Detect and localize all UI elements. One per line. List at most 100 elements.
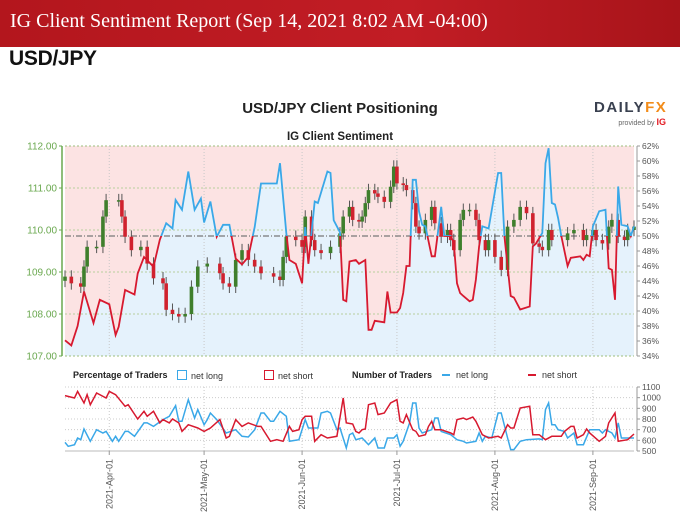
legend-pct-net-long[interactable]: net long bbox=[177, 370, 223, 381]
price-candle bbox=[537, 243, 541, 247]
price-candle bbox=[622, 236, 627, 241]
price-candle bbox=[151, 263, 156, 279]
percent-tick-label: 56% bbox=[642, 186, 659, 196]
net-short-line-icon bbox=[528, 374, 536, 376]
price-candle bbox=[284, 236, 289, 257]
price-candle bbox=[546, 230, 551, 251]
price-candle bbox=[584, 235, 589, 241]
price-candle bbox=[319, 250, 323, 254]
price-candle bbox=[616, 219, 620, 237]
legend-num-net-long[interactable]: net long bbox=[442, 370, 488, 380]
price-candle bbox=[395, 166, 399, 184]
price-candle bbox=[518, 206, 522, 220]
price-candle bbox=[189, 286, 194, 314]
price-tick-label: 111.00 bbox=[28, 184, 58, 195]
price-candle bbox=[483, 240, 488, 251]
price-candle bbox=[312, 240, 317, 251]
price-candle bbox=[85, 246, 89, 267]
price-candle bbox=[271, 273, 276, 277]
date-tick-label: 2021-Aug-01 bbox=[490, 459, 500, 511]
price-candle bbox=[278, 276, 282, 280]
percent-tick-label: 62% bbox=[642, 141, 659, 151]
percent-tick-label: 60% bbox=[642, 156, 659, 166]
price-candle bbox=[540, 246, 545, 251]
instrument-heading: USD/JPY bbox=[9, 47, 97, 70]
price-candle bbox=[401, 183, 406, 186]
percent-tick-label: 44% bbox=[642, 276, 659, 286]
percent-tick-label: 40% bbox=[642, 306, 659, 316]
price-candle bbox=[531, 213, 535, 244]
price-candle bbox=[161, 278, 165, 284]
percent-tick-label: 50% bbox=[642, 231, 659, 241]
report-header: IG Client Sentiment Report (Sep 14, 2021… bbox=[0, 0, 680, 47]
price-candle bbox=[550, 230, 554, 241]
price-tick-label: 110.00 bbox=[27, 226, 57, 237]
price-candle bbox=[82, 266, 86, 287]
percent-tick-label: 34% bbox=[642, 351, 659, 361]
price-candle bbox=[429, 206, 434, 220]
price-candle bbox=[461, 209, 466, 220]
price-candle bbox=[218, 263, 222, 274]
legend-num-net-short[interactable]: net short bbox=[528, 370, 577, 380]
chart-subtitle: IG Client Sentiment bbox=[286, 131, 394, 143]
count-tick-label: 500 bbox=[642, 446, 656, 456]
date-tick-label: 2021-Jul-01 bbox=[392, 459, 402, 507]
price-candle bbox=[281, 256, 285, 280]
count-tick-label: 1000 bbox=[642, 393, 661, 403]
price-candle bbox=[467, 209, 472, 212]
price-candle bbox=[79, 283, 83, 287]
net-long-count-line bbox=[64, 397, 634, 451]
percent-tick-label: 38% bbox=[642, 321, 659, 331]
count-tick-label: 700 bbox=[642, 425, 656, 435]
price-candle bbox=[581, 230, 586, 241]
report-title: IG Client Sentiment Report (Sep 14, 2021… bbox=[10, 10, 488, 32]
net-long-percent-line bbox=[160, 148, 635, 236]
price-candle bbox=[177, 314, 181, 317]
price-candle bbox=[363, 203, 368, 217]
price-candle bbox=[505, 226, 510, 270]
net-short-swatch-icon bbox=[264, 370, 274, 380]
price-candle bbox=[512, 219, 516, 227]
logo-provided-by: provided by bbox=[618, 120, 655, 127]
count-tick-label: 600 bbox=[642, 435, 656, 445]
price-candle bbox=[170, 309, 175, 314]
price-candle bbox=[606, 226, 611, 244]
price-candle bbox=[493, 240, 497, 257]
price-candle bbox=[63, 276, 67, 281]
price-candle bbox=[414, 203, 418, 227]
date-tick-label: 2021-May-01 bbox=[199, 459, 209, 512]
price-candle bbox=[104, 200, 108, 217]
price-tick-label: 112.00 bbox=[27, 142, 57, 153]
price-candle bbox=[594, 230, 598, 241]
price-candle bbox=[477, 219, 481, 241]
price-candle bbox=[360, 216, 364, 222]
net-long-line-icon bbox=[442, 374, 450, 376]
legend-pct-net-short[interactable]: net short bbox=[264, 370, 313, 381]
percent-tick-label: 58% bbox=[642, 171, 659, 181]
date-tick-label: 2021-Jun-01 bbox=[297, 459, 307, 510]
price-candle bbox=[372, 190, 377, 194]
price-candle bbox=[357, 219, 361, 222]
count-tick-label: 1100 bbox=[642, 382, 661, 392]
price-candle bbox=[376, 193, 380, 197]
percent-tick-label: 54% bbox=[642, 201, 659, 211]
price-tick-label: 108.00 bbox=[26, 310, 57, 321]
price-candle bbox=[94, 246, 99, 249]
count-tick-label: 900 bbox=[642, 403, 656, 413]
price-candle bbox=[145, 246, 149, 264]
price-candle bbox=[116, 200, 121, 202]
dailyfx-logo: DAILYFX provided by IG bbox=[594, 99, 666, 127]
price-candle bbox=[610, 219, 614, 227]
chart-title: USD/JPY Client Positioning bbox=[242, 100, 438, 117]
price-candle bbox=[164, 283, 168, 310]
net-long-area bbox=[65, 148, 634, 356]
price-candle bbox=[120, 200, 124, 217]
price-candle bbox=[391, 166, 396, 187]
price-candle bbox=[350, 206, 355, 220]
percent-tick-label: 36% bbox=[642, 336, 659, 346]
percent-tick-label: 52% bbox=[642, 216, 659, 226]
price-candle bbox=[404, 185, 409, 191]
price-candle bbox=[101, 216, 105, 247]
